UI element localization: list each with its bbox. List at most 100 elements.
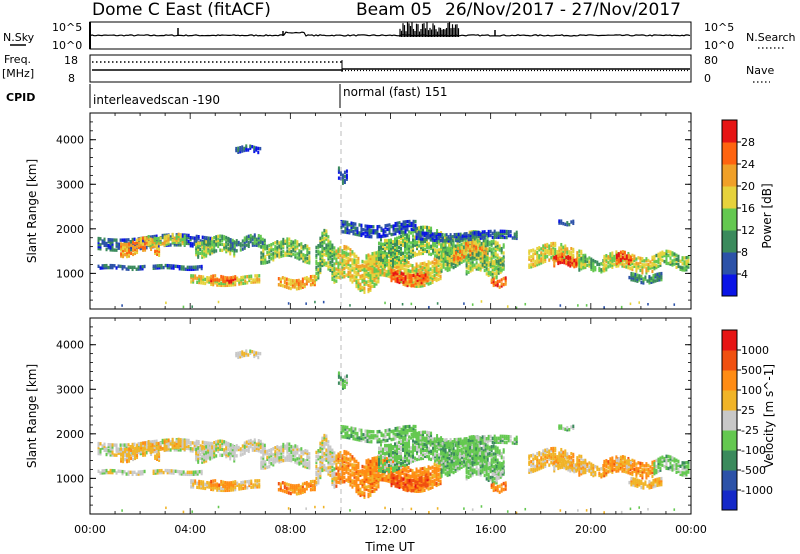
power-cell [314, 300, 316, 304]
power-cell [421, 237, 424, 241]
velocity-cell [197, 448, 200, 452]
power-cell [290, 253, 293, 258]
power-cell [229, 248, 232, 252]
velocity-cell [177, 448, 180, 452]
power-cell [619, 250, 622, 255]
power-cell [422, 251, 425, 256]
power-cell [474, 234, 477, 238]
power-cell [498, 244, 501, 248]
power-cell [442, 263, 445, 267]
power-cell [471, 240, 474, 245]
power-cell [252, 278, 255, 282]
power-cell [368, 224, 371, 229]
power-cell [492, 239, 495, 243]
power-cell [400, 258, 403, 263]
power-cell [209, 250, 212, 254]
power-cell [223, 247, 226, 251]
power-cell [501, 263, 504, 267]
power-cell [417, 268, 420, 272]
power-cell [673, 262, 676, 266]
power-cell [498, 246, 501, 250]
velocity-cell [215, 446, 218, 450]
power-cell [491, 265, 494, 270]
power-cell [544, 245, 547, 249]
velocity-cell [262, 462, 265, 466]
velocity-cell [308, 466, 311, 470]
velocity-cell [126, 459, 129, 464]
power-cell [459, 236, 462, 241]
power-cell [321, 259, 324, 264]
velocity-cell [127, 472, 130, 476]
power-cell [97, 236, 100, 241]
velocity-cell [248, 479, 251, 484]
power-cell [111, 246, 114, 250]
power-cell [217, 234, 220, 239]
power-cell [373, 276, 376, 280]
power-cell [313, 278, 316, 283]
power-cell [446, 258, 449, 263]
power-cell [623, 264, 626, 269]
power-cell [272, 258, 275, 262]
power-cell [387, 274, 390, 278]
power-cell [490, 242, 493, 246]
power-cell [235, 148, 238, 153]
power-cell [419, 278, 422, 282]
power-cell [422, 243, 425, 248]
power-cell [585, 304, 588, 307]
power-cell [286, 251, 289, 255]
power-cell [671, 251, 674, 255]
velocity-cell [156, 455, 159, 459]
velocity-cell [209, 453, 212, 457]
power-cell [347, 252, 350, 256]
power-cell [398, 235, 401, 240]
power-cell [564, 254, 567, 258]
velocity-cell [150, 450, 153, 455]
power-cell [414, 275, 417, 279]
power-cell [192, 276, 195, 280]
power-cell [355, 272, 358, 277]
velocity-cell [258, 479, 261, 483]
velocity-cell [132, 451, 135, 456]
power-cell [411, 266, 414, 270]
velocity-cell [181, 442, 184, 447]
power-cell [240, 277, 243, 282]
velocity-cell [97, 449, 100, 454]
power-cell [221, 242, 224, 247]
velocity-cell [306, 455, 309, 460]
power-cell [464, 256, 467, 260]
power-cell [419, 274, 422, 278]
power-cell [465, 244, 468, 248]
velocity-cell [139, 470, 142, 474]
power-cell [639, 256, 642, 261]
power-cell [423, 261, 426, 265]
power-cell [247, 240, 250, 245]
power-cell [667, 253, 670, 258]
velocity-cell [99, 442, 102, 446]
power-cell [560, 258, 563, 263]
power-cell [496, 257, 499, 261]
velocity-cell [292, 453, 295, 457]
power-cell [384, 301, 386, 305]
power-cell [665, 255, 668, 260]
velocity-cell [313, 485, 316, 490]
power-cell [647, 264, 650, 269]
power-cell [494, 250, 497, 254]
power-cell [378, 232, 381, 237]
power-cell [253, 235, 256, 239]
velocity-cell [101, 471, 104, 475]
velocity-cell [194, 479, 197, 483]
velocity-cell [209, 457, 212, 461]
power-cell [124, 242, 127, 247]
power-cell [444, 263, 447, 267]
power-cell [637, 264, 640, 268]
power-cell [632, 274, 635, 278]
power-cell [311, 274, 314, 279]
power-cell [373, 284, 376, 288]
power-cell [629, 262, 632, 267]
power-cell [423, 273, 426, 277]
power-cell [391, 267, 394, 272]
power-cell [113, 248, 116, 252]
power-cell [621, 258, 624, 262]
power-cell [343, 262, 346, 267]
power-cell [155, 234, 158, 238]
